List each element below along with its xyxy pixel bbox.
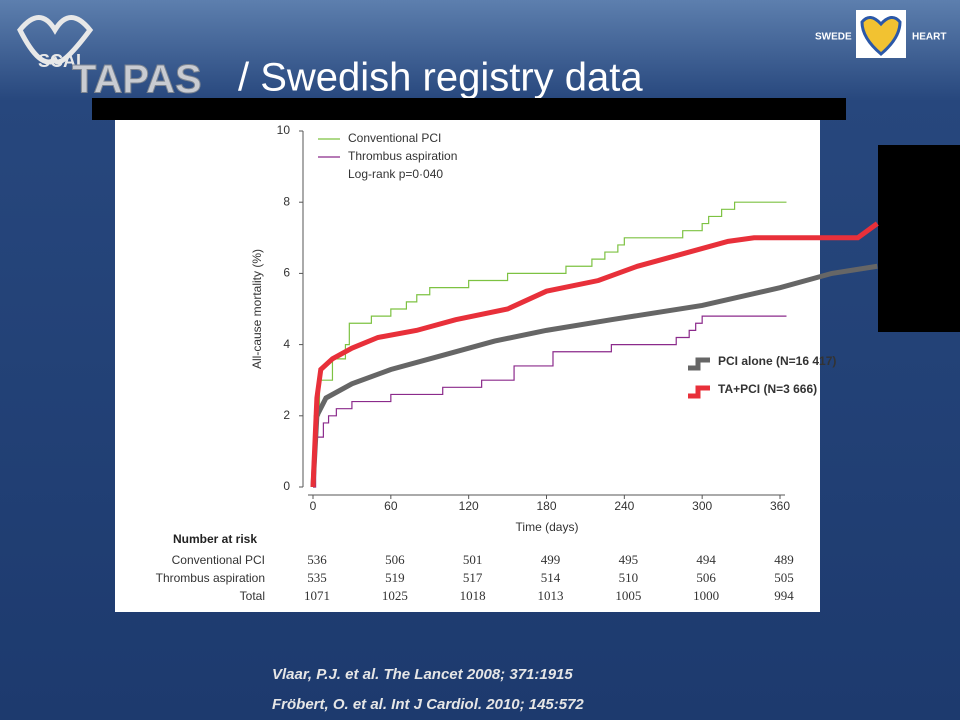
y-tick-label: 8 bbox=[283, 194, 290, 208]
risk-value: 1025 bbox=[382, 588, 408, 603]
risk-value: 1018 bbox=[460, 588, 486, 603]
chart: 0 2 4 6 8 10 0 60 120 180 240 300 360 Time (days) All-… bbox=[156, 123, 879, 603]
x-tick-label: 360 bbox=[770, 499, 790, 513]
risk-value: 495 bbox=[619, 552, 639, 567]
title-logo: TAPAS bbox=[72, 58, 202, 102]
line-series bbox=[310, 221, 879, 488]
legend-label: Conventional PCI bbox=[348, 131, 441, 145]
legend-swatch bbox=[688, 357, 710, 371]
x-tick-label: 0 bbox=[310, 499, 317, 513]
line-series bbox=[313, 315, 787, 488]
risk-value: 506 bbox=[385, 552, 405, 567]
risk-row-label: Total bbox=[240, 589, 265, 603]
y-tick-label: 6 bbox=[283, 266, 290, 280]
risk-value: 517 bbox=[463, 570, 483, 585]
risk-value: 494 bbox=[696, 552, 716, 567]
x-tick-label: 120 bbox=[459, 499, 479, 513]
legend-label: PCI alone (N=16 417) bbox=[718, 354, 836, 368]
heart-logo bbox=[860, 16, 902, 56]
risk-value: 1000 bbox=[693, 588, 719, 603]
risk-value: 1005 bbox=[615, 588, 641, 603]
occluder bbox=[878, 145, 960, 332]
risk-value: 994 bbox=[774, 588, 794, 603]
x-axis-label: Time (days) bbox=[516, 520, 579, 534]
x-tick-label: 180 bbox=[536, 499, 556, 513]
risk-value: 489 bbox=[774, 552, 794, 567]
annotation: Log-rank p=0·040 bbox=[348, 167, 443, 181]
scai-logo-mark bbox=[17, 15, 94, 65]
logo-text: HEART bbox=[912, 32, 946, 43]
risk-value: 499 bbox=[541, 552, 561, 567]
risk-value: 505 bbox=[774, 570, 794, 585]
risk-value: 1071 bbox=[304, 588, 330, 603]
x-tick-label: 240 bbox=[614, 499, 634, 513]
citation: Fröbert, O. et al. Int J Cardiol. 2010; … bbox=[272, 696, 584, 713]
risk-value: 519 bbox=[385, 570, 405, 585]
risk-value: 514 bbox=[541, 570, 561, 585]
risk-table-title: Number at risk bbox=[173, 532, 257, 546]
citation: Vlaar, P.J. et al. The Lancet 2008; 371:… bbox=[272, 666, 573, 683]
y-tick-label: 2 bbox=[283, 408, 290, 422]
y-tick-label: 0 bbox=[283, 479, 290, 493]
risk-value: 535 bbox=[307, 570, 327, 585]
chart-panel bbox=[115, 120, 820, 612]
legend-label: TA+PCI (N=3 666) bbox=[718, 382, 817, 396]
risk-value: 536 bbox=[307, 552, 327, 567]
y-tick-label: 4 bbox=[283, 337, 290, 351]
risk-row-label: Conventional PCI bbox=[172, 553, 265, 567]
line-series bbox=[310, 263, 878, 488]
legend-label: Thrombus aspiration bbox=[348, 149, 457, 163]
risk-row-label: Thrombus aspiration bbox=[156, 571, 265, 585]
legend-swatch bbox=[688, 385, 710, 399]
scai-logo: SCAI bbox=[38, 51, 81, 71]
risk-value: 510 bbox=[619, 570, 639, 585]
slide-title: / Swedish registry data bbox=[238, 56, 643, 100]
y-tick-label: 10 bbox=[277, 123, 291, 137]
logo-text: SWEDE bbox=[815, 32, 852, 43]
risk-value: 1013 bbox=[538, 588, 564, 603]
x-tick-label: 300 bbox=[692, 499, 712, 513]
x-tick-label: 60 bbox=[384, 499, 398, 513]
occluder bbox=[92, 98, 846, 120]
risk-value: 501 bbox=[463, 552, 483, 567]
risk-value: 506 bbox=[696, 570, 716, 585]
y-axis-label: All-cause mortality (%) bbox=[250, 249, 264, 369]
